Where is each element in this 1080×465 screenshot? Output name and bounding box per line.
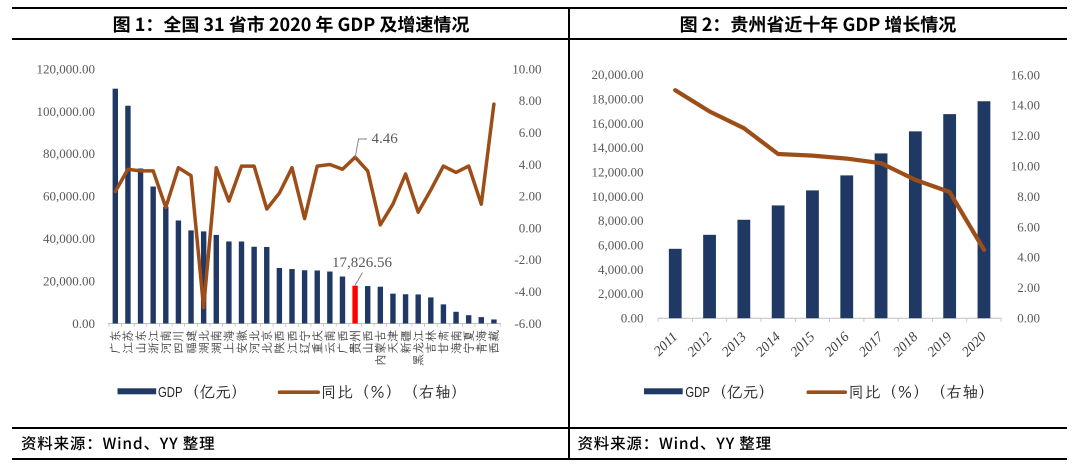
svg-text:2012: 2012 <box>685 330 715 360</box>
svg-text:山东: 山东 <box>134 330 149 354</box>
svg-text:10.00: 10.00 <box>512 61 541 76</box>
svg-text:重庆: 重庆 <box>311 330 326 354</box>
svg-text:14.00: 14.00 <box>1011 98 1040 113</box>
svg-text:浙江: 浙江 <box>147 330 162 354</box>
svg-text:-6.00: -6.00 <box>514 316 541 331</box>
svg-text:陕西: 陕西 <box>273 330 288 354</box>
svg-text:湖北: 湖北 <box>197 330 212 354</box>
svg-text:-4.00: -4.00 <box>514 284 541 299</box>
svg-text:2.00: 2.00 <box>1017 280 1040 295</box>
svg-text:120,000.00: 120,000.00 <box>37 61 96 76</box>
svg-text:100,000.00: 100,000.00 <box>37 104 96 119</box>
svg-text:40,000.00: 40,000.00 <box>43 231 95 246</box>
svg-text:湖南: 湖南 <box>210 330 225 354</box>
svg-text:8.00: 8.00 <box>519 93 542 108</box>
svg-text:4.00: 4.00 <box>519 157 542 172</box>
svg-text:2.00: 2.00 <box>519 189 542 204</box>
svg-text:广东: 广东 <box>109 330 124 354</box>
svg-text:同比（％）（右轴）: 同比（％）（右轴） <box>848 381 995 403</box>
svg-text:河南: 河南 <box>159 330 174 354</box>
svg-text:上海: 上海 <box>222 330 237 354</box>
svg-text:甘肃: 甘肃 <box>437 330 452 354</box>
svg-text:2015: 2015 <box>788 330 818 360</box>
svg-text:同比（％）（右轴）: 同比（％）（右轴） <box>321 381 468 403</box>
svg-text:6.00: 6.00 <box>519 125 542 140</box>
svg-text:吉林: 吉林 <box>424 330 439 354</box>
svg-text:0.00: 0.00 <box>519 220 542 235</box>
svg-text:12,000.00: 12,000.00 <box>592 165 644 180</box>
svg-text:2011: 2011 <box>651 330 681 360</box>
svg-text:10.00: 10.00 <box>1011 159 1040 174</box>
svg-text:80,000.00: 80,000.00 <box>43 146 95 161</box>
svg-text:4.00: 4.00 <box>1017 250 1040 265</box>
svg-text:10,000.00: 10,000.00 <box>592 189 644 204</box>
svg-text:8.00: 8.00 <box>1017 189 1040 204</box>
svg-text:江苏: 江苏 <box>121 330 136 354</box>
svg-text:4.46: 4.46 <box>372 131 399 147</box>
svg-text:天津: 天津 <box>386 330 401 354</box>
svg-text:海南: 海南 <box>449 330 464 354</box>
svg-text:云南: 云南 <box>323 330 338 354</box>
svg-text:北京: 北京 <box>260 330 275 354</box>
svg-text:2,000.00: 2,000.00 <box>598 286 644 301</box>
svg-text:0.00: 0.00 <box>621 311 644 326</box>
svg-text:内蒙古: 内蒙古 <box>374 330 389 366</box>
svg-text:2019: 2019 <box>925 330 955 360</box>
svg-text:6.00: 6.00 <box>1017 219 1040 234</box>
svg-text:2018: 2018 <box>891 330 921 360</box>
svg-text:17,826.56: 17,826.56 <box>332 255 393 271</box>
svg-text:江西: 江西 <box>285 330 300 354</box>
svg-text:2013: 2013 <box>719 330 749 360</box>
svg-text:西藏: 西藏 <box>487 330 502 354</box>
svg-text:河北: 河北 <box>247 330 262 354</box>
svg-text:18,000.00: 18,000.00 <box>592 91 644 106</box>
svg-text:0.00: 0.00 <box>72 316 95 331</box>
svg-text:14,000.00: 14,000.00 <box>592 140 644 155</box>
svg-text:-2.00: -2.00 <box>514 252 541 267</box>
svg-text:黑龙江: 黑龙江 <box>412 330 427 366</box>
svg-text:2016: 2016 <box>822 330 852 360</box>
svg-text:GDP: GDP <box>158 384 183 401</box>
svg-text:6,000.00: 6,000.00 <box>598 238 644 253</box>
svg-text:16,000.00: 16,000.00 <box>592 116 644 131</box>
svg-text:新疆: 新疆 <box>399 330 414 354</box>
svg-text:辽宁: 辽宁 <box>298 330 313 354</box>
svg-text:宁夏: 宁夏 <box>462 330 477 354</box>
svg-text:安徽: 安徽 <box>235 330 250 354</box>
svg-text:2017: 2017 <box>856 329 887 360</box>
svg-text:四川: 四川 <box>172 330 187 354</box>
svg-text:60,000.00: 60,000.00 <box>43 189 95 204</box>
svg-text:0.00: 0.00 <box>1017 311 1040 326</box>
svg-text:山西: 山西 <box>361 330 376 354</box>
svg-text:4,000.00: 4,000.00 <box>598 262 644 277</box>
svg-text:GDP: GDP <box>685 384 710 401</box>
svg-text:16.00: 16.00 <box>1011 67 1040 82</box>
svg-text:福建: 福建 <box>184 330 199 354</box>
svg-text:青海: 青海 <box>475 330 490 354</box>
svg-text:20,000.00: 20,000.00 <box>43 273 95 288</box>
svg-text:20,000.00: 20,000.00 <box>592 67 644 82</box>
svg-text:2014: 2014 <box>754 330 784 360</box>
svg-text:（亿元）: （亿元） <box>183 381 247 403</box>
svg-text:广西: 广西 <box>336 330 351 354</box>
svg-text:贵州: 贵州 <box>348 330 363 354</box>
svg-text:（亿元）: （亿元） <box>711 381 775 403</box>
svg-text:2020: 2020 <box>959 330 989 360</box>
svg-text:8,000.00: 8,000.00 <box>598 213 644 228</box>
svg-text:12.00: 12.00 <box>1011 128 1040 143</box>
